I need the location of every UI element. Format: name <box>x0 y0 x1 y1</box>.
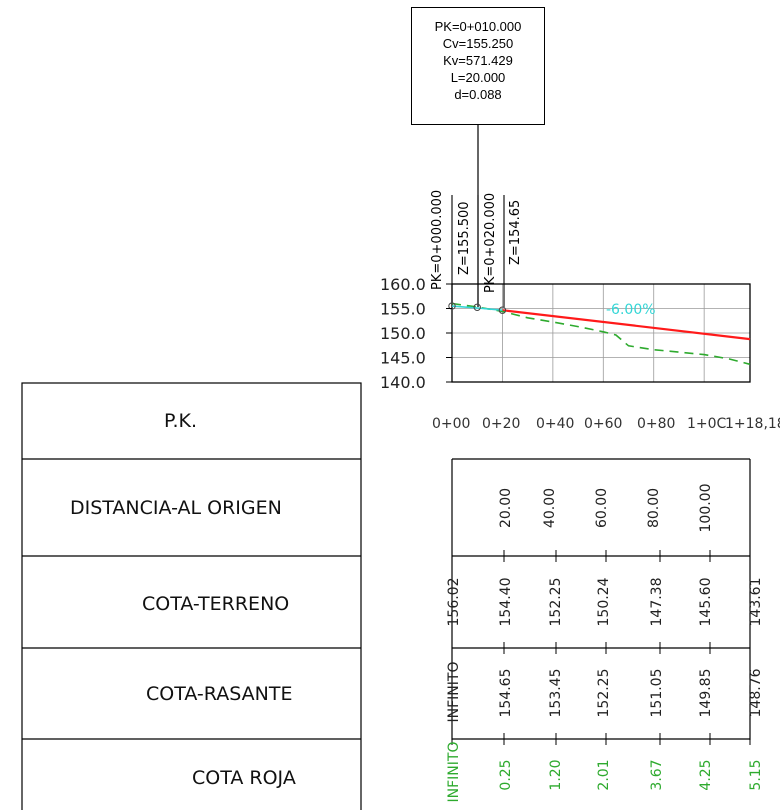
x-tick-label: 0+00 <box>432 416 470 432</box>
cota-roja-value: 4.25 <box>698 759 714 790</box>
cota-terreno-value: 147.38 <box>649 578 665 627</box>
x-tick-label: 0+60 <box>584 416 622 432</box>
cota-roja-value: 0.25 <box>498 759 514 790</box>
cota-terreno-value: 156.02 <box>446 578 462 627</box>
chart-labels: PK=0+000.000 Z=155.500 PK=0+020.000 Z=154.6… <box>380 190 780 432</box>
cota-roja-value: 1.20 <box>548 759 564 790</box>
distancia-value: 20.00 <box>498 488 514 528</box>
callout-line-l: L=20.000 <box>450 70 506 85</box>
vertex-point <box>448 302 456 310</box>
y-tick-label: 140.0 <box>380 373 426 392</box>
cota-terreno-value: 154.40 <box>498 578 514 627</box>
cota-roja-value: 2.01 <box>596 759 612 790</box>
cota-rasante-value: 152.25 <box>596 669 612 718</box>
cota-rasante-value: INFINITO <box>446 662 462 723</box>
vertical-curve-callout: PK=0+010.000 Cv=155.250 Kv=571.429 L=20.… <box>411 7 545 125</box>
series-tangent-line <box>451 305 503 311</box>
y-tick-label: 160.0 <box>380 275 426 294</box>
guitar-label-frame <box>21 382 362 810</box>
series-terreno-line <box>451 302 751 366</box>
vertical-station-label: Z=154.65 <box>508 200 523 265</box>
vertical-station-label: PK=0+000.000 <box>430 190 445 290</box>
cota-terreno-value: 152.25 <box>548 578 564 627</box>
series-rasante-line <box>502 309 751 341</box>
y-tick-label: 145.0 <box>380 349 426 368</box>
x-tick-label: 0+40 <box>536 416 574 432</box>
cota-rasante-value: 153.45 <box>548 669 564 718</box>
x-tick-label: 0+80 <box>637 416 675 432</box>
cota-roja-value: 3.67 <box>649 759 665 790</box>
callout-line-cv: Cv=155.250 <box>442 36 514 51</box>
vertical-station-label: PK=0+020.000 <box>483 193 498 293</box>
cota-rasante-value: 149.85 <box>698 669 714 718</box>
vertex-point <box>498 306 507 314</box>
cota-terreno-value: 150.24 <box>596 577 612 626</box>
y-tick-label: 155.0 <box>380 300 426 319</box>
cota-roja-value: INFINITO <box>446 742 462 803</box>
chart-series <box>448 302 751 366</box>
guitar-table: 20.00 40.00 60.00 80.00 100.00 156.02 154.40 15… <box>21 382 764 810</box>
distancia-value: 40.00 <box>542 488 558 528</box>
vertical-station-label: Z=155.500 <box>457 201 472 275</box>
row-label-cota-roja: COTA ROJA <box>192 767 296 789</box>
cota-terreno-value: 145.60 <box>698 578 714 627</box>
row-label-pk: P.K. <box>164 410 198 432</box>
x-tick-label: 1+18,18 <box>725 416 780 432</box>
callout-line-d: d=0.088 <box>454 87 502 102</box>
callout-line-pk: PK=0+010.000 <box>434 19 522 34</box>
row-label-cota-terreno: COTA-TERRENO <box>142 593 290 615</box>
vertex-point <box>473 303 481 311</box>
x-tick-label: 1+0C <box>687 416 727 432</box>
cota-roja-value: 5.15 <box>748 759 764 790</box>
cota-terreno-value: 143.61 <box>748 578 764 627</box>
x-tick-label: 0+20 <box>482 416 520 432</box>
distancia-value: 60.00 <box>594 488 610 528</box>
row-label-cota-rasante: COTA-RASANTE <box>146 683 293 705</box>
distancia-value: 100.00 <box>698 484 714 533</box>
cota-rasante-value: 151.05 <box>649 669 665 718</box>
y-tick-label: 150.0 <box>380 324 426 343</box>
cota-rasante-value: 154.65 <box>498 669 514 718</box>
slope-label: -6.00% <box>606 302 656 318</box>
callout-line-kv: Kv=571.429 <box>443 53 513 68</box>
row-label-distancia: DISTANCIA-AL ORIGEN <box>70 497 282 519</box>
cota-rasante-value: 148.76 <box>748 668 764 717</box>
distancia-value: 80.00 <box>646 488 662 528</box>
